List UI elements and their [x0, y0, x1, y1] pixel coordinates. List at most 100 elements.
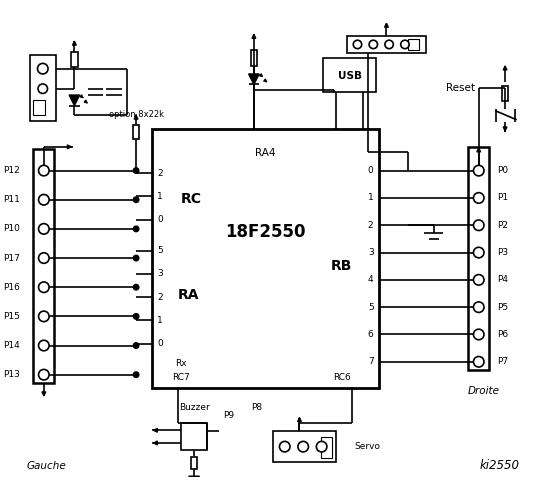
Text: P14: P14	[3, 341, 20, 350]
Circle shape	[401, 40, 409, 48]
Text: 5: 5	[368, 303, 373, 312]
Text: P12: P12	[3, 166, 20, 175]
Circle shape	[473, 247, 484, 258]
Text: 2: 2	[157, 293, 163, 302]
Circle shape	[39, 282, 49, 292]
Text: 3: 3	[157, 269, 163, 278]
Text: 2: 2	[368, 221, 373, 230]
Polygon shape	[189, 476, 199, 480]
Circle shape	[39, 165, 49, 176]
Bar	[181, 423, 207, 450]
Text: 1: 1	[368, 193, 373, 203]
Circle shape	[39, 253, 49, 264]
Circle shape	[38, 63, 48, 74]
Text: P9: P9	[223, 411, 234, 420]
Text: RA: RA	[178, 288, 200, 301]
Text: RC6: RC6	[333, 372, 351, 382]
Bar	[321, 437, 332, 458]
Bar	[133, 125, 139, 140]
Bar	[502, 86, 508, 101]
Bar	[408, 38, 419, 50]
Bar	[71, 52, 77, 67]
Text: P4: P4	[497, 276, 508, 284]
Text: ki2550: ki2550	[480, 459, 520, 472]
Text: 0: 0	[157, 215, 163, 224]
Text: RB: RB	[331, 259, 352, 273]
Bar	[33, 100, 45, 115]
Text: P15: P15	[3, 312, 20, 321]
Text: 5: 5	[157, 246, 163, 255]
Text: P3: P3	[497, 248, 508, 257]
Text: P6: P6	[497, 330, 508, 339]
Circle shape	[473, 220, 484, 230]
Circle shape	[133, 255, 139, 261]
Text: Servo: Servo	[355, 442, 381, 451]
Text: option 8x22k: option 8x22k	[108, 109, 164, 119]
Text: Rx: Rx	[175, 360, 187, 368]
Circle shape	[39, 370, 49, 380]
Text: Reset: Reset	[446, 83, 475, 93]
Circle shape	[133, 226, 139, 231]
Bar	[468, 147, 489, 370]
Text: 18F2550: 18F2550	[225, 223, 305, 241]
Circle shape	[473, 357, 484, 367]
Bar	[347, 36, 426, 53]
Text: 0: 0	[368, 166, 373, 175]
Circle shape	[39, 311, 49, 322]
Bar	[251, 50, 257, 66]
Bar	[30, 56, 56, 121]
Text: Buzzer: Buzzer	[179, 403, 210, 412]
Text: P0: P0	[497, 166, 508, 175]
Circle shape	[39, 224, 49, 234]
Text: P7: P7	[497, 357, 508, 366]
Circle shape	[473, 329, 484, 340]
Circle shape	[369, 40, 378, 48]
Bar	[323, 58, 376, 92]
Circle shape	[39, 194, 49, 205]
Text: P5: P5	[497, 303, 508, 312]
Text: RA4: RA4	[255, 148, 275, 158]
Circle shape	[38, 84, 48, 94]
Text: 3: 3	[368, 248, 373, 257]
Circle shape	[473, 192, 484, 203]
Circle shape	[133, 372, 139, 377]
Text: 4: 4	[368, 276, 373, 284]
Text: 1: 1	[157, 316, 163, 325]
Circle shape	[39, 340, 49, 351]
Polygon shape	[249, 74, 259, 84]
Text: Droite: Droite	[468, 386, 500, 396]
Text: 7: 7	[368, 357, 373, 366]
Circle shape	[133, 314, 139, 319]
Text: P16: P16	[3, 283, 20, 292]
Text: P11: P11	[3, 195, 20, 204]
Circle shape	[279, 442, 290, 452]
Circle shape	[353, 40, 362, 48]
Text: P1: P1	[497, 193, 508, 203]
Text: P8: P8	[251, 403, 262, 412]
Text: P17: P17	[3, 253, 20, 263]
Circle shape	[473, 275, 484, 285]
Text: RC: RC	[181, 192, 202, 206]
Bar	[191, 457, 197, 469]
Text: 0: 0	[157, 339, 163, 348]
Circle shape	[133, 168, 139, 173]
Text: P10: P10	[3, 224, 20, 233]
Text: 1: 1	[157, 192, 163, 201]
Bar	[152, 129, 379, 388]
Circle shape	[298, 442, 309, 452]
Circle shape	[133, 197, 139, 203]
Circle shape	[473, 165, 484, 176]
Text: P13: P13	[3, 370, 20, 379]
Circle shape	[385, 40, 393, 48]
Text: RC7: RC7	[172, 372, 190, 382]
Polygon shape	[69, 95, 80, 106]
Text: P2: P2	[497, 221, 508, 230]
Circle shape	[473, 302, 484, 312]
Text: USB: USB	[337, 71, 362, 81]
Bar	[33, 149, 54, 383]
Circle shape	[133, 343, 139, 348]
Text: 2: 2	[157, 168, 163, 178]
Text: Gauche: Gauche	[27, 461, 66, 470]
Circle shape	[316, 442, 327, 452]
Text: 6: 6	[368, 330, 373, 339]
